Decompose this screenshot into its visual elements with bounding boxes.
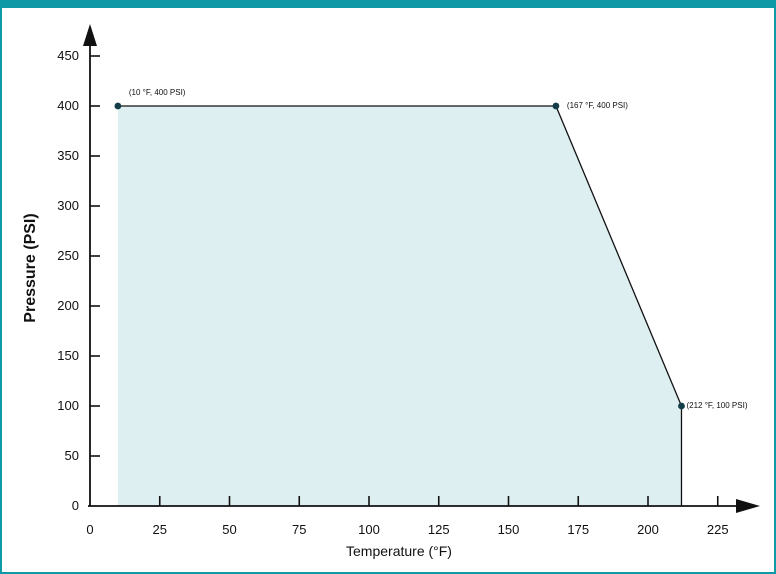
y-tick-label-400: 400	[57, 98, 79, 113]
data-point-label-3: (212 °F, 100 PSI)	[686, 401, 747, 410]
data-point-label-1: (10 °F, 400 PSI)	[129, 88, 186, 97]
plot-area: (10 °F, 400 PSI) (167 °F, 400 PSI) (212 °F…	[114, 88, 748, 506]
x-axis-title: Temperature (°F)	[346, 543, 452, 559]
y-tick-label-150: 150	[57, 348, 79, 363]
y-tick-label-450: 450	[57, 48, 79, 63]
x-tick-label-225: 225	[707, 522, 729, 537]
y-tick-label-250: 250	[57, 248, 79, 263]
x-tick-label-125: 125	[428, 522, 450, 537]
x-tick-label-100: 100	[358, 522, 380, 537]
y-tick-label-50: 50	[65, 448, 79, 463]
operating-region-fill	[117, 106, 682, 506]
y-axis-arrowhead	[83, 24, 97, 46]
y-tick-label-300: 300	[57, 198, 79, 213]
x-tick-label-75: 75	[292, 522, 306, 537]
data-point-1	[114, 102, 122, 110]
data-point-2	[552, 102, 560, 110]
y-axis	[83, 24, 97, 506]
x-tick-label-200: 200	[637, 522, 659, 537]
y-tick-label-200: 200	[57, 298, 79, 313]
y-tick-label-100: 100	[57, 398, 79, 413]
y-tick-label-350: 350	[57, 148, 79, 163]
x-tick-label-50: 50	[222, 522, 236, 537]
x-tick-label-0: 0	[86, 522, 93, 537]
x-axis	[88, 499, 760, 513]
slope-boundary-line	[555, 105, 683, 407]
y-tick-label-0: 0	[72, 498, 79, 513]
x-axis-arrowhead	[736, 499, 760, 513]
data-point-3	[678, 402, 685, 410]
axis-ticks: 0 25 50 75 100 125 150 175 200 225 0 50 100 150 200 250…	[57, 48, 728, 537]
data-point-label-2: (167 °F, 400 PSI)	[567, 101, 628, 110]
x-tick-label-25: 25	[153, 522, 167, 537]
x-tick-label-175: 175	[567, 522, 589, 537]
y-axis-title: Pressure (PSI)	[22, 213, 39, 322]
x-tick-label-150: 150	[498, 522, 520, 537]
top-accent-band	[2, 0, 776, 8]
